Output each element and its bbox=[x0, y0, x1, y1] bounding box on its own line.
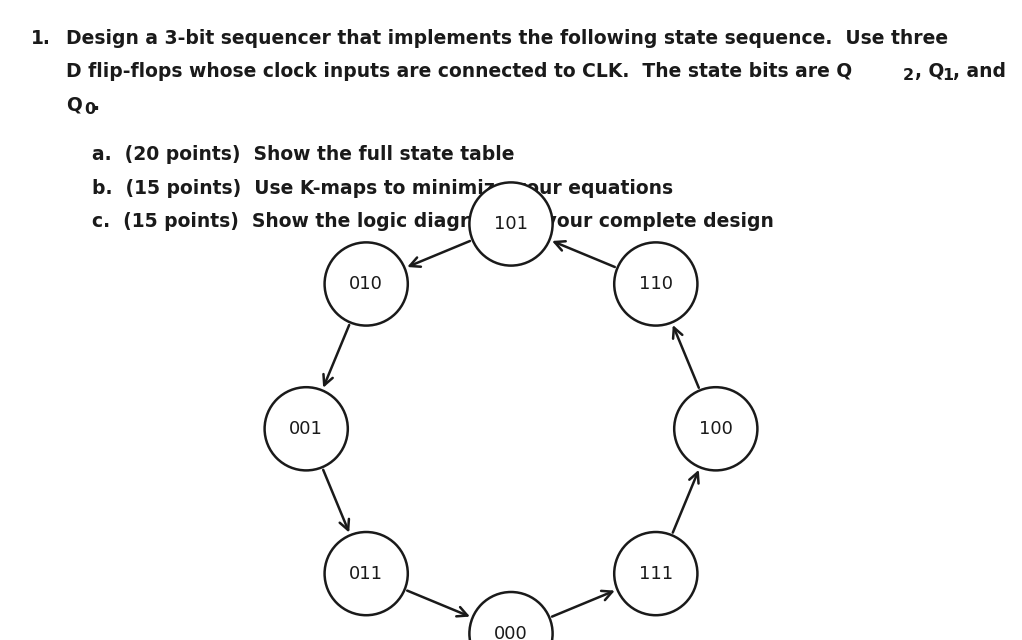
Ellipse shape bbox=[469, 182, 553, 266]
Text: 2: 2 bbox=[902, 68, 914, 83]
Text: , Q: , Q bbox=[915, 62, 944, 81]
Text: 010: 010 bbox=[350, 275, 383, 293]
Text: 110: 110 bbox=[639, 275, 672, 293]
Text: a.  (20 points)  Show the full state table: a. (20 points) Show the full state table bbox=[66, 145, 515, 164]
Text: 011: 011 bbox=[350, 564, 383, 582]
Ellipse shape bbox=[469, 592, 553, 640]
Ellipse shape bbox=[265, 387, 347, 470]
Text: 1.: 1. bbox=[31, 29, 50, 48]
Text: 111: 111 bbox=[639, 564, 672, 582]
Ellipse shape bbox=[325, 243, 408, 326]
Text: Design a 3-bit sequencer that implements the following state sequence.  Use thre: Design a 3-bit sequencer that implements… bbox=[66, 29, 948, 48]
Ellipse shape bbox=[614, 532, 697, 615]
Text: 0: 0 bbox=[84, 102, 95, 116]
Text: b.  (15 points)  Use K-maps to minimize your equations: b. (15 points) Use K-maps to minimize yo… bbox=[66, 179, 673, 198]
Text: 100: 100 bbox=[699, 420, 733, 438]
Text: D flip-flops whose clock inputs are connected to CLK.  The state bits are Q: D flip-flops whose clock inputs are conn… bbox=[66, 62, 852, 81]
Text: , and: , and bbox=[953, 62, 1006, 81]
Text: Q: Q bbox=[66, 95, 83, 115]
Text: 001: 001 bbox=[289, 420, 323, 438]
Text: c.  (15 points)  Show the logic diagram for your complete design: c. (15 points) Show the logic diagram fo… bbox=[66, 212, 775, 231]
Text: 101: 101 bbox=[494, 215, 528, 233]
Ellipse shape bbox=[325, 532, 408, 615]
Text: 000: 000 bbox=[494, 625, 528, 640]
Text: .: . bbox=[92, 95, 99, 115]
Text: 1: 1 bbox=[942, 68, 954, 83]
Ellipse shape bbox=[675, 387, 757, 470]
Ellipse shape bbox=[614, 243, 697, 326]
